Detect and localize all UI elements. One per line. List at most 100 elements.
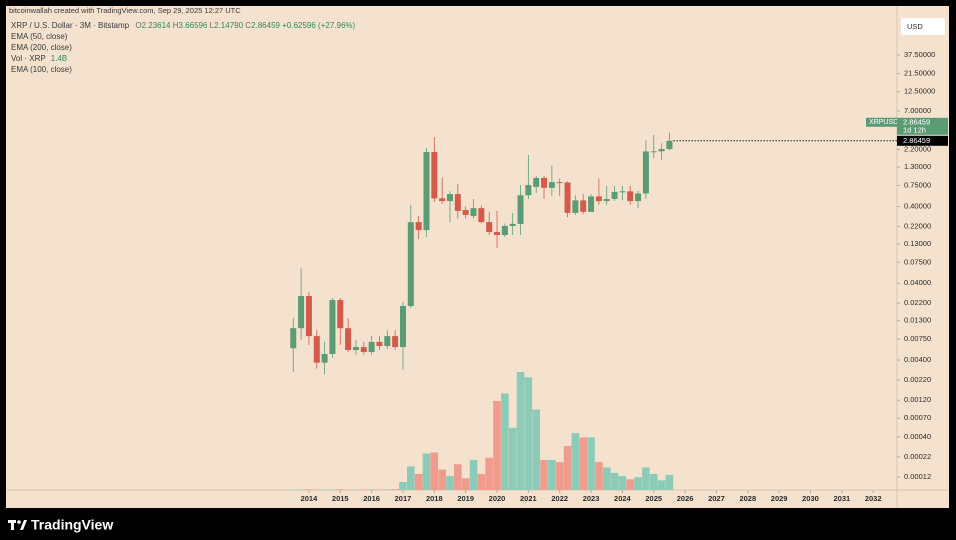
volume-bar <box>524 377 533 490</box>
candle-body <box>541 177 548 188</box>
volume-bar <box>508 427 517 490</box>
candle-body <box>321 353 328 363</box>
pane <box>6 6 949 508</box>
countdown-label: 1d 12h <box>903 125 926 134</box>
volume-bar <box>563 446 572 490</box>
volume-bar <box>391 489 399 490</box>
volume-bar <box>595 462 603 490</box>
candle-body <box>470 208 477 217</box>
indicator: EMA (50, close) <box>11 32 68 41</box>
volume-bar <box>422 453 431 490</box>
x-tick-label: 2027 <box>708 494 725 503</box>
candle-body <box>619 191 626 193</box>
candle-body <box>658 148 665 152</box>
y-tick-label: 0.13000 <box>904 239 931 248</box>
volume-bar <box>665 474 674 490</box>
volume-bar <box>579 437 588 490</box>
change: +0.62596 (+27.96%) <box>282 21 355 30</box>
volume-bar <box>649 473 658 490</box>
volume-bar <box>461 478 470 490</box>
volume-bar <box>571 433 580 490</box>
x-tick-label: 2015 <box>332 494 349 503</box>
currency[interactable]: USD <box>907 22 923 31</box>
candle-body <box>407 222 414 307</box>
candle-body <box>384 336 391 346</box>
ohlc-label: H <box>173 21 179 30</box>
currency-box[interactable] <box>901 18 945 35</box>
volume-bar <box>493 400 501 490</box>
volume-bar <box>642 467 650 490</box>
indicator-name: Vol · XRP <box>11 54 46 63</box>
candle-body <box>501 225 508 235</box>
volume-bar <box>297 489 305 490</box>
y-tick-label: 0.00070 <box>904 413 931 422</box>
candle-body <box>627 191 634 202</box>
candle-body <box>399 306 406 348</box>
x-tick-label: 2020 <box>489 494 506 503</box>
x-tick-label: 2026 <box>677 494 694 503</box>
volume-bar <box>359 489 368 490</box>
brand-logo <box>8 520 27 530</box>
x-tick-label: 2025 <box>645 494 662 503</box>
candle-body <box>556 182 563 184</box>
x-tick-label: 2019 <box>457 494 474 503</box>
candle-body <box>329 300 336 354</box>
candle-body <box>345 328 352 351</box>
volume-bar <box>626 479 635 490</box>
volume-bar <box>532 409 540 490</box>
x-tick-label: 2021 <box>520 494 537 503</box>
candle-body <box>439 198 446 202</box>
candle-body <box>313 336 320 363</box>
candle-body <box>368 341 375 352</box>
y-tick-label: 0.00120 <box>904 395 931 404</box>
y-tick-label: 0.75000 <box>904 180 931 189</box>
y-tick-label: 12.50000 <box>904 87 935 96</box>
candle-body <box>642 151 649 194</box>
plot <box>289 132 674 490</box>
candle-body <box>454 194 461 211</box>
candle-body <box>564 182 571 213</box>
candle-body <box>548 182 555 188</box>
price-box <box>897 117 948 135</box>
volume-bar <box>446 476 454 490</box>
symbol-label: XRPUSD <box>869 119 898 126</box>
volume-bar <box>657 480 666 490</box>
y-tick-label: 0.00012 <box>904 472 931 481</box>
candle-body <box>431 151 438 199</box>
volume-bar <box>336 489 345 490</box>
volume-bar <box>477 473 486 490</box>
candle-body <box>360 347 367 352</box>
candle-body <box>486 222 493 232</box>
ohlc-value: 2.14790 <box>214 21 243 30</box>
candle-body <box>305 295 312 337</box>
x-tick-label: 2031 <box>833 494 850 503</box>
y-tick-label: 7.00000 <box>904 106 931 115</box>
volume-bar <box>540 459 548 490</box>
volume-bar <box>587 437 595 490</box>
candle-body <box>580 200 587 212</box>
y-tick-label: 0.00400 <box>904 355 931 364</box>
volume-bar <box>469 459 478 490</box>
y-tick-label: 0.07500 <box>904 257 931 266</box>
volume-bar <box>328 489 337 490</box>
candle-body <box>588 196 595 212</box>
candle-body <box>635 193 642 202</box>
candle-body <box>290 328 297 349</box>
x-tick-label: 2018 <box>426 494 443 503</box>
volume-bar <box>610 472 619 490</box>
candle-body <box>337 300 344 329</box>
footer <box>0 508 956 540</box>
y-tick-label: 0.01300 <box>904 316 931 325</box>
candle-body <box>376 341 383 346</box>
last-price-box <box>897 135 948 146</box>
candle-body <box>525 185 532 196</box>
x-tick-label: 2032 <box>865 494 882 503</box>
indicator: EMA (200, close) <box>11 43 72 52</box>
volume-bar <box>634 477 642 490</box>
y-tick-label: 21.50000 <box>904 69 935 78</box>
y-tick-label: 0.04000 <box>904 278 931 287</box>
candle-body <box>423 151 430 231</box>
symbol-box <box>866 117 897 127</box>
